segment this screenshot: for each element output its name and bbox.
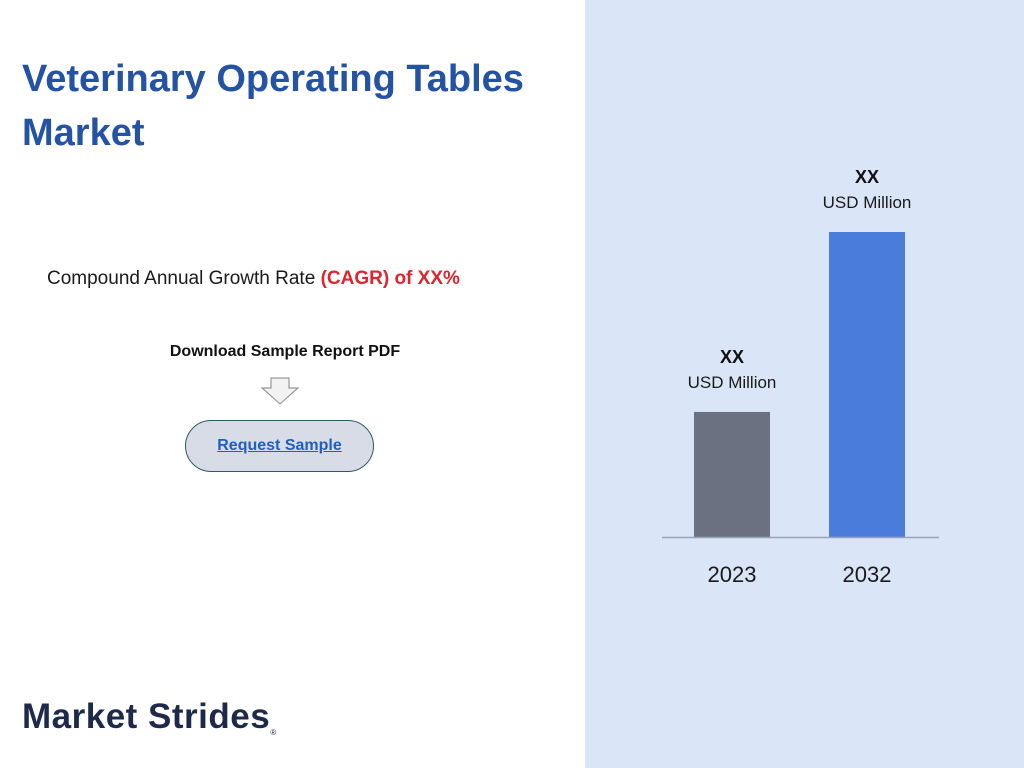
brand-logo-text: Market Strides (22, 697, 271, 736)
page-title: Veterinary Operating Tables Market (22, 58, 524, 154)
download-sample-label: Download Sample Report PDF (169, 343, 401, 360)
cagr-prefix: Compound Annual Growth Rate (47, 268, 321, 289)
x-tick-2032: 2032 (843, 562, 892, 587)
registered-mark: ® (270, 728, 277, 737)
bar-2032 (829, 232, 905, 537)
cagr-statement: Compound Annual Growth Rate (CAGR) of XX… (47, 268, 460, 290)
down-arrow-icon (261, 377, 299, 405)
brand-logo: Market Strides® (22, 697, 277, 737)
value-unit-2023: USD Million (688, 373, 777, 392)
x-tick-2023: 2023 (708, 562, 757, 587)
market-size-bar-chart: XX USD Million 2023 XX USD Million 2032 (662, 167, 939, 587)
chart-panel-background (585, 0, 1024, 768)
request-sample-button[interactable]: Request Sample (185, 420, 374, 472)
value-label-2023: XX (720, 347, 744, 367)
value-unit-2032: USD Million (823, 193, 912, 212)
bar-2023 (694, 411, 770, 537)
request-sample-link[interactable]: Request Sample (217, 437, 342, 454)
value-label-2032: XX (855, 167, 879, 187)
cagr-highlight: (CAGR) of XX% (320, 268, 460, 289)
